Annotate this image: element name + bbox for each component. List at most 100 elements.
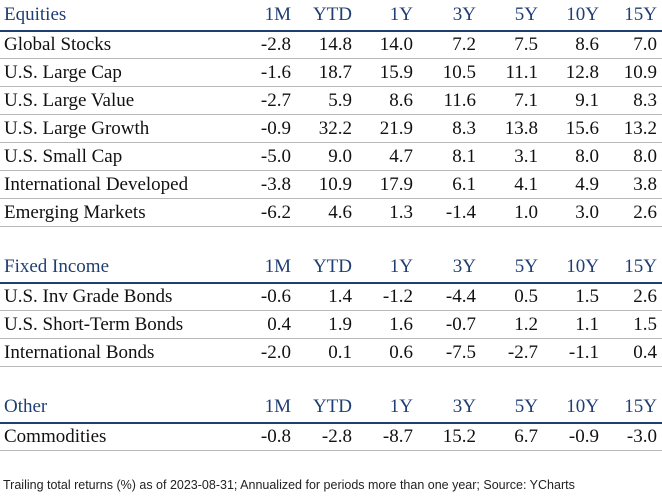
row-value-15y: 8.0 — [633, 146, 657, 167]
equities-header-rule — [0, 30, 662, 32]
row-value-5y: 11.1 — [505, 62, 538, 83]
row-value-1m: -2.8 — [260, 34, 291, 55]
row-value-5y: 7.5 — [514, 34, 538, 55]
row-value-1y: 15.9 — [379, 62, 413, 83]
row-value-3y: 6.1 — [452, 174, 476, 195]
column-header-15y: 15Y — [624, 396, 657, 417]
row-value-15y: 13.2 — [623, 118, 657, 139]
column-header-5y: 5Y — [514, 4, 538, 25]
fixed-income-section-title: Fixed Income — [4, 256, 110, 277]
row-value-5y: 6.7 — [514, 426, 538, 447]
equities-section: Equities 1M YTD 1Y 3Y 5Y 10Y 15Y Global … — [0, 0, 662, 227]
row-value-3y: 11.6 — [443, 90, 476, 111]
row-divider — [0, 198, 662, 199]
row-value-10y: 12.8 — [565, 62, 599, 83]
row-value-1m: -3.8 — [260, 174, 291, 195]
row-value-1m: -0.8 — [260, 426, 291, 447]
row-value-3y: -4.4 — [445, 286, 476, 307]
row-value-5y: -2.7 — [507, 342, 538, 363]
column-header-10y: 10Y — [566, 4, 599, 25]
row-value-ytd: 1.9 — [328, 314, 352, 335]
row-value-1y: -8.7 — [382, 426, 413, 447]
row-label: Emerging Markets — [4, 202, 146, 223]
other-section: Other 1M YTD 1Y 3Y 5Y 10Y 15Y Commoditie… — [0, 392, 662, 451]
row-value-1m: -6.2 — [260, 202, 291, 223]
row-value-15y: 0.4 — [633, 342, 657, 363]
table-row: U.S. Short-Term Bonds 0.4 1.9 1.6 -0.7 1… — [0, 310, 662, 338]
column-header-ytd: YTD — [312, 4, 352, 25]
row-value-5y: 4.1 — [514, 174, 538, 195]
column-header-3y: 3Y — [452, 256, 476, 277]
row-value-1m: 0.4 — [267, 314, 291, 335]
row-value-10y: 1.5 — [575, 286, 599, 307]
row-value-1y: 1.3 — [389, 202, 413, 223]
row-divider — [0, 58, 662, 59]
row-value-1m: -2.0 — [260, 342, 291, 363]
table-row: Global Stocks -2.8 14.8 14.0 7.2 7.5 8.6… — [0, 30, 662, 58]
row-value-1y: 0.6 — [389, 342, 413, 363]
column-header-5y: 5Y — [514, 256, 538, 277]
column-header-3y: 3Y — [452, 396, 476, 417]
row-value-5y: 7.1 — [514, 90, 538, 111]
row-value-1y: 8.6 — [389, 90, 413, 111]
row-value-1m: -1.6 — [260, 62, 291, 83]
column-header-3y: 3Y — [452, 4, 476, 25]
row-value-ytd: 32.2 — [318, 118, 352, 139]
row-divider — [0, 170, 662, 171]
footnote: Trailing total returns (%) as of 2023-08… — [3, 478, 575, 492]
row-value-3y: 8.1 — [452, 146, 476, 167]
table-row: U.S. Large Growth -0.9 32.2 21.9 8.3 13.… — [0, 114, 662, 142]
row-value-15y: 2.6 — [633, 202, 657, 223]
other-rows: Commodities -0.8 -2.8 -8.7 15.2 6.7 -0.9… — [0, 422, 662, 450]
column-header-1m: 1M — [264, 396, 291, 417]
column-header-5y: 5Y — [514, 396, 538, 417]
row-divider — [0, 366, 662, 367]
row-label: Global Stocks — [4, 34, 112, 55]
row-value-5y: 1.0 — [514, 202, 538, 223]
row-value-1y: 14.0 — [379, 34, 413, 55]
row-label: U.S. Large Value — [4, 90, 135, 111]
table-row: Emerging Markets -6.2 4.6 1.3 -1.4 1.0 3… — [0, 198, 662, 226]
row-divider — [0, 310, 662, 311]
column-header-ytd: YTD — [312, 396, 352, 417]
row-value-10y: 8.0 — [575, 146, 599, 167]
row-label: International Bonds — [4, 342, 155, 363]
row-value-3y: 10.5 — [442, 62, 476, 83]
row-divider — [0, 86, 662, 87]
row-value-15y: 1.5 — [633, 314, 657, 335]
table-row: U.S. Small Cap -5.0 9.0 4.7 8.1 3.1 8.0 … — [0, 142, 662, 170]
table-row: International Bonds -2.0 0.1 0.6 -7.5 -2… — [0, 338, 662, 366]
row-value-3y: 15.2 — [442, 426, 476, 447]
row-label: U.S. Large Growth — [4, 118, 150, 139]
fixed-income-header-row: Fixed Income 1M YTD 1Y 3Y 5Y 10Y 15Y — [0, 252, 662, 282]
row-value-15y: 2.6 — [633, 286, 657, 307]
row-value-3y: 8.3 — [452, 118, 476, 139]
row-value-10y: -1.1 — [568, 342, 599, 363]
row-divider — [0, 226, 662, 227]
row-value-10y: 4.9 — [575, 174, 599, 195]
row-value-3y: -1.4 — [445, 202, 476, 223]
row-value-1y: 17.9 — [379, 174, 413, 195]
fixed-income-section: Fixed Income 1M YTD 1Y 3Y 5Y 10Y 15Y U.S… — [0, 252, 662, 367]
row-label: International Developed — [4, 174, 189, 195]
row-value-5y: 1.2 — [514, 314, 538, 335]
row-value-ytd: 0.1 — [328, 342, 352, 363]
column-header-1m: 1M — [264, 4, 291, 25]
row-value-ytd: 4.6 — [328, 202, 352, 223]
row-value-5y: 0.5 — [514, 286, 538, 307]
equities-section-title: Equities — [4, 4, 67, 25]
column-header-15y: 15Y — [624, 4, 657, 25]
row-value-ytd: 1.4 — [328, 286, 352, 307]
table-row: U.S. Large Value -2.7 5.9 8.6 11.6 7.1 9… — [0, 86, 662, 114]
column-header-ytd: YTD — [312, 256, 352, 277]
row-label: U.S. Short-Term Bonds — [4, 314, 184, 335]
row-value-10y: 9.1 — [575, 90, 599, 111]
row-value-3y: -7.5 — [445, 342, 476, 363]
row-value-15y: 3.8 — [633, 174, 657, 195]
row-value-1m: -0.6 — [260, 286, 291, 307]
fixed-income-header-rule — [0, 282, 662, 284]
table-row: U.S. Inv Grade Bonds -0.6 1.4 -1.2 -4.4 … — [0, 282, 662, 310]
column-header-15y: 15Y — [624, 256, 657, 277]
row-value-ytd: 18.7 — [318, 62, 352, 83]
table-row: U.S. Large Cap -1.6 18.7 15.9 10.5 11.1 … — [0, 58, 662, 86]
